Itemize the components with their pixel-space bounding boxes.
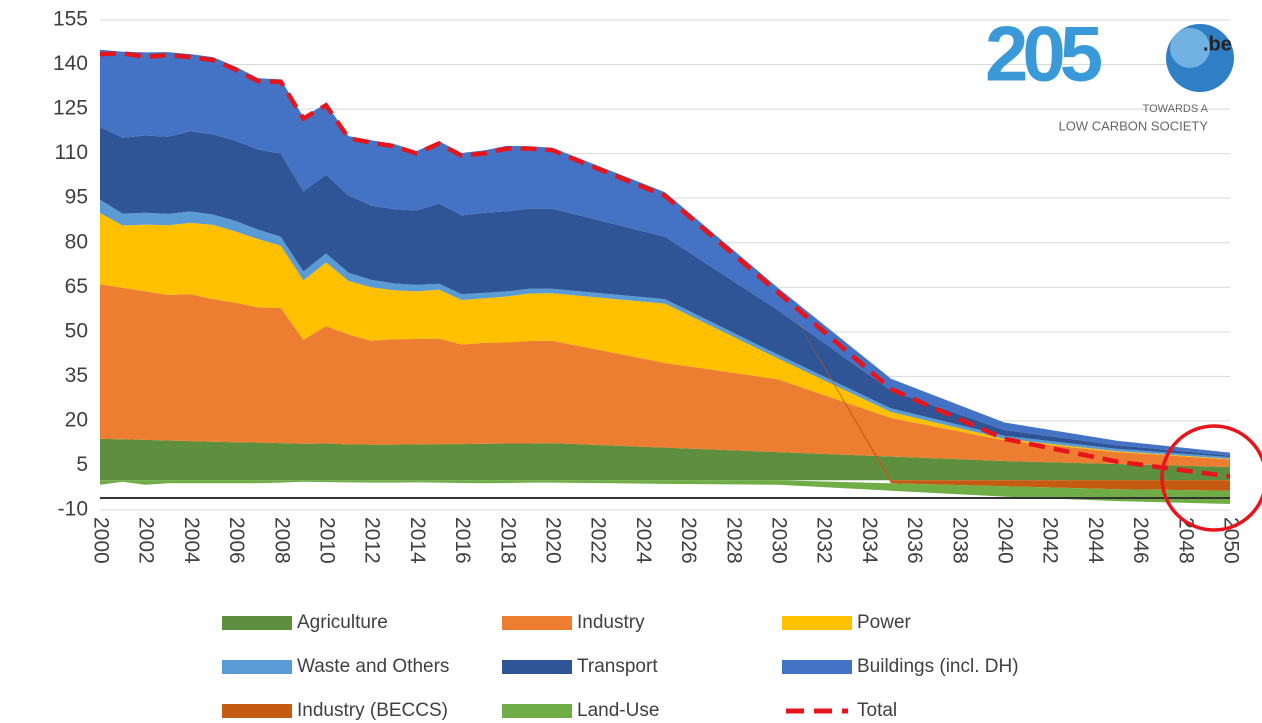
y-tick-label: 65 (65, 275, 88, 298)
x-tick-label: 2016 (451, 517, 474, 564)
legend-label: Transport (577, 656, 658, 677)
y-tick-label: 140 (53, 52, 88, 75)
y-tick-label: 50 (65, 319, 88, 342)
area (100, 438, 1230, 481)
y-tick-label: 35 (65, 364, 88, 387)
legend-swatch (502, 660, 572, 674)
area (100, 49, 1230, 456)
y-tick-label: 110 (55, 141, 88, 164)
x-tick-label: 2036 (903, 517, 926, 564)
legend-label: Buildings (incl. DH) (857, 656, 1019, 677)
legend-swatch (502, 704, 572, 718)
x-tick-label: 2010 (315, 517, 338, 564)
x-tick-label: 2032 (813, 517, 836, 564)
legend-swatch (782, 660, 852, 674)
logo-line2: LOW CARBON SOCIETY (1058, 118, 1208, 133)
legend-label: Industry (577, 612, 645, 633)
x-tick-label: 2004 (180, 517, 203, 564)
legend-swatch (222, 616, 292, 630)
areas (99, 49, 1231, 505)
x-tick-label: 2002 (135, 517, 158, 564)
y-tick-label: 80 (65, 230, 88, 253)
legend-label: Agriculture (297, 612, 388, 633)
legend-label: Industry (BECCS) (297, 700, 448, 721)
highlight-circle (1160, 424, 1262, 532)
x-tick-label: 2026 (677, 517, 700, 564)
x-tick-label: 2024 (632, 517, 655, 564)
legend-label: Waste and Others (297, 656, 449, 677)
legend-label: Land-Use (577, 700, 659, 721)
x-tick-label: 2018 (496, 517, 519, 564)
logo-title: 205 (985, 10, 1102, 98)
legend-swatch (222, 704, 292, 718)
y-tick-label: 5 (76, 453, 88, 476)
x-tick-label: 2020 (541, 517, 564, 564)
x-tick-label: 2014 (406, 517, 429, 564)
x-tick-label: 2038 (948, 517, 971, 564)
x-tick-label: 2046 (1129, 517, 1152, 564)
total-line (99, 51, 1231, 479)
ticks: -10 5 20 35 50 65 80 95 110 125 140 155 2000 2002 2004… (53, 8, 1243, 564)
x-tick-label: 2022 (587, 517, 610, 564)
y-tick-label: -10 (58, 498, 88, 521)
logo: 205 .be TOWARDS A LOW CARBON SOCIETY (985, 10, 1234, 133)
x-tick-label: 2012 (361, 517, 384, 564)
y-tick-label: 155 (53, 8, 88, 31)
area (100, 126, 1230, 458)
legend-label: Total (857, 700, 897, 721)
y-tick-label: 20 (65, 408, 88, 431)
legend-swatch (222, 660, 292, 674)
area (100, 480, 1230, 505)
logo-line1: TOWARDS A (1143, 103, 1209, 115)
y-tick-label: 95 (65, 186, 88, 209)
x-tick-label: 2000 (89, 517, 112, 564)
area (100, 213, 1230, 460)
logo-suffix: .be (1203, 33, 1232, 55)
logo-globe-shine (1170, 28, 1210, 68)
x-tick-label: 2006 (225, 517, 248, 564)
area (100, 284, 1230, 467)
x-tick-label: 2040 (993, 517, 1016, 564)
legend-swatch (502, 616, 572, 630)
legend-label: Power (857, 612, 912, 633)
x-tick-label: 2048 (1174, 517, 1197, 564)
x-tick-label: 2008 (270, 517, 293, 564)
x-tick-label: 2028 (722, 517, 745, 564)
x-tick-label: 2044 (1084, 517, 1107, 564)
x-tick-label: 2042 (1039, 517, 1062, 564)
legend-swatch (782, 616, 852, 630)
x-tick-label: 2034 (858, 517, 881, 564)
x-tick-label: 2030 (767, 517, 790, 564)
legend: Agriculture Industry Power Waste and Others… (222, 612, 1019, 721)
y-tick-label: 125 (53, 97, 88, 120)
